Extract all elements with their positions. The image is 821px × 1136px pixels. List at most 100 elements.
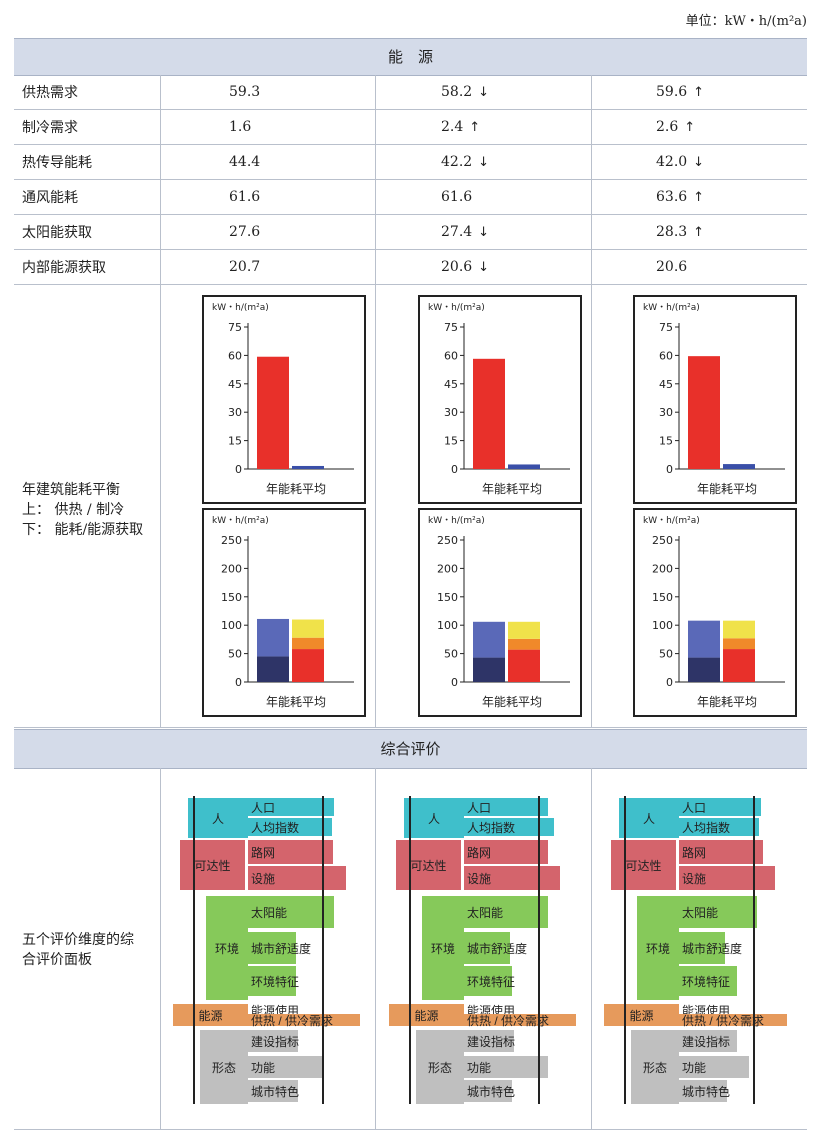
item-label: 太阳能	[251, 905, 288, 920]
item-bar: 设施	[679, 866, 775, 890]
item-label: 建设指标	[682, 1034, 731, 1049]
panel-axis-line	[409, 796, 411, 1104]
value-text: 44.4	[229, 154, 261, 170]
group-block: 人	[404, 798, 464, 838]
bottom-chart-1: kW・h/(m²a) 0 50 100 150 200 250 年能耗平均	[202, 508, 366, 717]
item-bar: 设施	[464, 866, 560, 890]
arrow-up-icon: ↑	[469, 119, 481, 135]
balance-label: 年建筑能耗平衡 上： 供热 / 制冷 下： 能耗/能源获取	[22, 480, 143, 540]
item-label: 设施	[251, 871, 276, 886]
group-label: 环境	[430, 941, 455, 956]
item-label: 人均指数	[251, 820, 300, 835]
panel-axis-line	[624, 796, 626, 1104]
item-label: 城市特色	[467, 1084, 516, 1099]
value-cell: 61.6	[229, 180, 260, 214]
arrow-down-icon: ↓	[478, 224, 490, 240]
row-label: 热传导能耗	[22, 155, 92, 171]
y-tick-label: 150	[437, 591, 458, 604]
y-tick-label: 0	[666, 676, 673, 689]
bottom-chart-2: kW・h/(m²a) 0 50 100 150 200 250 年能耗平均	[418, 508, 582, 717]
chart-x-label: 年能耗平均	[482, 482, 542, 496]
row-label: 供热需求	[22, 85, 78, 101]
value-text: 59.3	[229, 84, 261, 100]
item-label: 环境特征	[682, 974, 731, 989]
bar-heating	[688, 356, 720, 469]
bar-loss-segment	[473, 657, 505, 682]
item-label: 建设指标	[467, 1034, 516, 1049]
item-bar: 设施	[248, 866, 346, 890]
value-cell: 42.0 ↓	[656, 145, 704, 179]
group-block: 人	[188, 798, 248, 838]
item-bar: 建设指标	[248, 1030, 299, 1052]
value-text: 20.6	[656, 259, 688, 275]
item-label: 设施	[467, 871, 492, 886]
y-tick-label: 0	[451, 463, 458, 476]
item-bar: 环境特征	[679, 966, 737, 996]
value-text: 27.4	[441, 224, 473, 240]
evaluation-panel-1: 人可达性 环境 能源 形态 人口 人均指数 路网 设施 太阳能 城市舒适度 环境特征 能源使用 供热 /…	[173, 768, 370, 1128]
bar-cooling	[292, 465, 324, 469]
group-label: 可达性	[194, 858, 231, 873]
unit-label: 单位：kW・h/(m²a)	[685, 14, 807, 29]
item-bar: 路网	[248, 840, 333, 864]
arrow-down-icon: ↓	[478, 259, 490, 275]
y-tick-label: 250	[221, 534, 242, 547]
bar-loss-segment	[688, 620, 720, 658]
item-bar: 城市特色	[248, 1080, 300, 1102]
item-label: 供热 / 供冷需求	[467, 1013, 550, 1028]
panel-axis-line	[322, 796, 324, 1104]
value-text: 1.6	[229, 119, 252, 135]
group-label: 环境	[214, 941, 239, 956]
item-label: 路网	[467, 845, 492, 860]
item-label: 太阳能	[682, 905, 719, 920]
group-block: 形态	[200, 1030, 248, 1104]
section-overall-header: 综合评价	[14, 729, 807, 769]
chart-unit-label: kW・h/(m²a)	[643, 516, 700, 526]
y-tick-label: 0	[235, 463, 242, 476]
item-label: 人均指数	[467, 820, 516, 835]
y-tick-label: 60	[228, 349, 242, 362]
y-tick-label: 0	[235, 676, 242, 689]
chart-unit-label: kW・h/(m²a)	[428, 303, 485, 313]
item-bar: 供热 / 供冷需求	[248, 1014, 360, 1028]
value-cell: 63.6 ↑	[656, 180, 704, 214]
y-tick-label: 0	[666, 463, 673, 476]
value-cell: 1.6	[229, 110, 251, 144]
panel-label: 五个评价维度的综 合评价面板	[22, 930, 134, 970]
value-cell: 59.6 ↑	[656, 75, 704, 109]
value-cell: 2.4 ↑	[441, 110, 480, 144]
group-block: 可达性	[611, 840, 676, 890]
group-block: 人	[619, 798, 679, 838]
value-cell: 20.7	[229, 250, 260, 284]
y-tick-label: 50	[228, 648, 242, 661]
group-label: 形态	[642, 1060, 667, 1075]
item-bar: 建设指标	[464, 1030, 516, 1052]
y-tick-label: 30	[659, 406, 673, 419]
row-label: 制冷需求	[22, 120, 78, 136]
value-text: 2.4	[441, 119, 464, 135]
item-label: 功能	[251, 1060, 276, 1075]
group-label: 形态	[211, 1060, 236, 1075]
item-label: 城市特色	[251, 1084, 300, 1099]
table-row: 热传导能耗 44.4 42.2 ↓ 42.0 ↓	[14, 145, 807, 180]
y-tick-label: 100	[221, 619, 242, 632]
y-tick-label: 45	[444, 378, 458, 391]
group-label: 能源	[629, 1008, 654, 1023]
value-cell: 42.2 ↓	[441, 145, 489, 179]
bar-loss-segment	[257, 656, 289, 682]
group-block: 环境	[422, 896, 464, 1000]
item-label: 城市舒适度	[467, 941, 528, 956]
item-label: 城市舒适度	[251, 941, 312, 956]
y-tick-label: 200	[652, 562, 673, 575]
value-cell: 58.2 ↓	[441, 75, 489, 109]
group-block: 形态	[416, 1030, 464, 1104]
value-cell: 27.6	[229, 215, 260, 249]
section-energy-title: 能 源	[387, 48, 433, 66]
item-bar: 城市舒适度	[464, 932, 527, 964]
item-bar: 环境特征	[248, 966, 299, 996]
chart-unit-label: kW・h/(m²a)	[428, 516, 485, 526]
chart-unit-label: kW・h/(m²a)	[212, 303, 269, 313]
balance-label-line2: 上： 供热 / 制冷	[22, 502, 125, 518]
item-bar: 人均指数	[679, 818, 759, 836]
arrow-up-icon: ↑	[693, 84, 705, 100]
